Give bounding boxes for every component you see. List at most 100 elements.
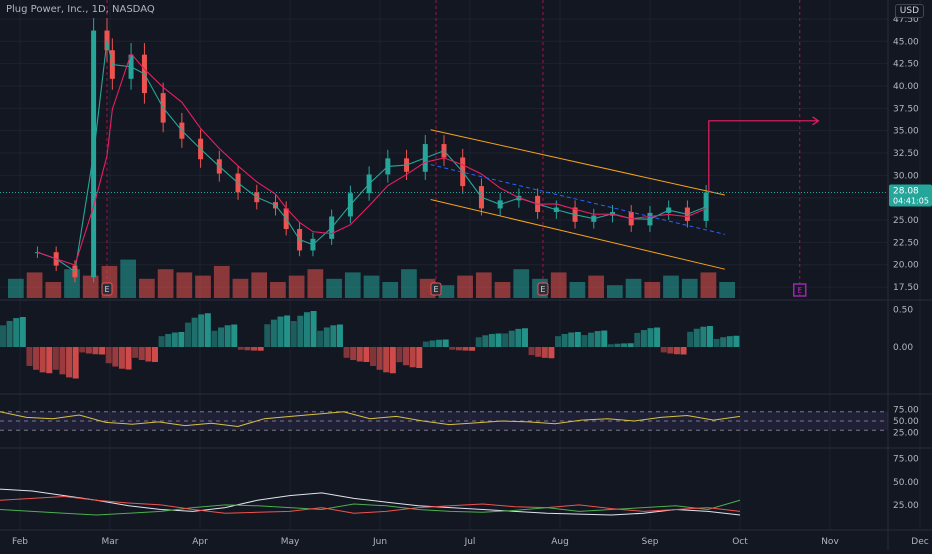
volume-bar (82, 275, 99, 298)
oscillator-bar (290, 321, 297, 347)
oscillator-bar (277, 316, 284, 347)
last-price-label: 28.08 (893, 187, 919, 197)
price-axis-tick: 22.50 (893, 238, 919, 248)
volume-bar (475, 272, 492, 298)
oscillator-bar (495, 333, 502, 347)
volume-bar (663, 275, 679, 298)
oscillator-bar (0, 325, 7, 347)
oscillator-bar (462, 347, 469, 351)
dmi-minus_di-line (0, 496, 741, 514)
oscillator-bar (640, 330, 647, 347)
oscillator-bar (548, 347, 555, 359)
oscillator-bar (231, 324, 238, 347)
oscillator-bar (185, 322, 192, 347)
volume-bar (64, 269, 80, 298)
oscillator-bar (396, 347, 403, 363)
oscillator-bar (323, 327, 330, 347)
price-axis-tick: 17.50 (893, 283, 919, 293)
dmi-adx-line (0, 488, 741, 516)
oscillator-bar (370, 347, 377, 366)
oscillator-bar (389, 347, 396, 374)
volume-bar (8, 278, 24, 298)
volume-bar (45, 282, 62, 298)
oscillator-bar (264, 324, 271, 347)
price-axis-tick: 30.00 (893, 171, 919, 181)
volume-bar (307, 269, 324, 298)
time-axis-tick: Nov (821, 537, 839, 547)
oscillator-bar (6, 320, 13, 347)
volume-bar (139, 278, 155, 298)
earnings-marker[interactable] (537, 282, 549, 296)
earnings-marker[interactable] (430, 282, 442, 296)
oscillator-bar (59, 347, 66, 375)
volume-bar (513, 269, 530, 298)
oscillator-bar (171, 332, 178, 347)
oscillator-bar (284, 315, 291, 347)
time-axis-tick: Apr (192, 537, 208, 547)
oscillator-bar (706, 326, 713, 347)
oscillator-bar (528, 347, 535, 356)
oscillator-bar (561, 333, 568, 347)
time-axis-tick: Jul (464, 537, 476, 547)
price-axis-tick: 42.50 (893, 60, 919, 70)
last-price-label-bg (889, 184, 932, 207)
price-axis-tick: 37.50 (893, 104, 919, 114)
oscillator-bar (442, 339, 449, 347)
time-axis-tick: Dec (911, 537, 928, 547)
channel-mid-line (430, 164, 725, 235)
earnings-label: E (104, 285, 109, 294)
price-axis-tick: 47.50 (893, 15, 919, 25)
oscillator-bar (251, 347, 258, 351)
time-axis-tick: Oct (732, 537, 748, 547)
volume-bar (176, 272, 193, 298)
volume-bar (550, 272, 567, 298)
oscillator-bar (363, 347, 370, 362)
oscillator-bar (303, 312, 310, 347)
oscillator-bar (574, 332, 581, 347)
price-axis-tick: 40.00 (893, 82, 919, 92)
earnings-marker[interactable] (101, 282, 113, 296)
oscillator-bar (469, 347, 476, 351)
oscillator-bar (52, 347, 59, 370)
time-axis-tick: Feb (12, 537, 28, 547)
oscillator-bar (310, 311, 317, 347)
volume-bar (438, 285, 455, 298)
currency-badge[interactable]: USD (894, 4, 924, 18)
price-axis-tick: 35.00 (893, 127, 919, 137)
oscillator-bar (647, 328, 654, 347)
volume-bar (251, 272, 268, 298)
oscillator-bar (356, 347, 363, 362)
oscillator-bar (118, 347, 125, 369)
time-axis-tick: Sep (642, 537, 659, 547)
oscillator-bar (198, 314, 205, 347)
volume-bar (344, 272, 361, 298)
sma-fast-line (37, 40, 707, 273)
oscillator-bar (257, 347, 264, 351)
oscillator-bar (601, 330, 608, 347)
oscillator-bar (627, 343, 634, 347)
oscillator-bar (145, 347, 152, 362)
oscillator-bar (403, 347, 410, 366)
volume-bar (382, 282, 399, 298)
oscillator-bar (132, 347, 139, 358)
oscillator-bar (244, 347, 251, 351)
oscillator-bar (237, 347, 244, 350)
volume-bar (606, 285, 623, 298)
oscillator-bar (79, 347, 86, 353)
oscillator-bar (502, 333, 509, 347)
oscillator-bar (607, 344, 614, 347)
earnings-marker-future[interactable] (792, 283, 807, 297)
oscillator-bar (204, 313, 211, 347)
volume-bar (644, 282, 661, 298)
rsi-axis-tick: 25.00 (893, 429, 919, 439)
volume-bar (457, 275, 473, 298)
oscillator-bar (654, 327, 661, 347)
oscillator-bar (211, 330, 218, 347)
volume-bar (232, 278, 249, 298)
target-projection-line (708, 120, 819, 193)
oscillator-bar (455, 347, 462, 351)
earnings-label: E (540, 285, 545, 294)
oscillator-bar (521, 328, 528, 347)
